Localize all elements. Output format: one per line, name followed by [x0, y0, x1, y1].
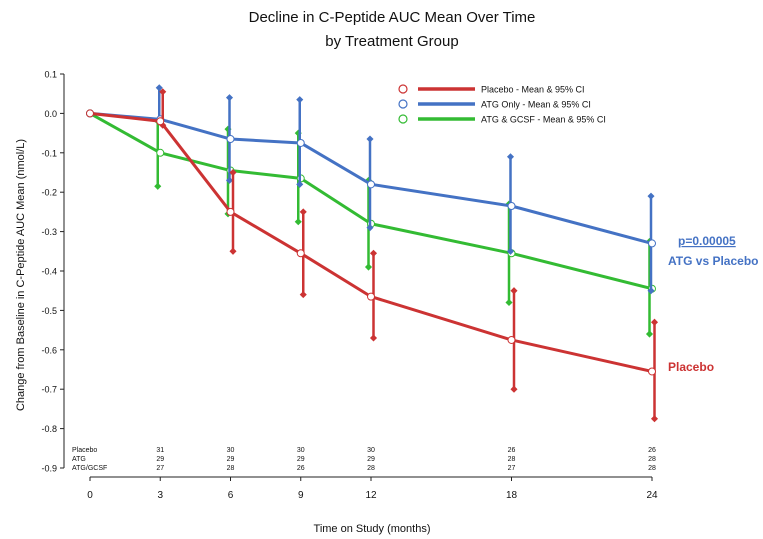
ci-upper-cap: [159, 88, 167, 96]
n-table-cell: 30: [227, 447, 235, 454]
legend-marker: [398, 99, 408, 109]
y-tick-label: -0.9: [41, 464, 57, 474]
legend-label: Placebo - Mean & 95% CI: [481, 85, 585, 95]
legend-label: ATG & GCSF - Mean & 95% CI: [481, 115, 606, 125]
legend-marker: [398, 84, 408, 94]
n-table-cell: 26: [297, 465, 305, 472]
y-tick-label: 0.1: [44, 70, 57, 80]
ci-lower-cap: [299, 291, 307, 299]
x-tick-label: 0: [87, 490, 93, 501]
ci-lower-cap: [505, 298, 513, 307]
data-point: [367, 180, 375, 189]
ci-lower-cap: [650, 415, 659, 423]
n-table-cell: 30: [297, 447, 305, 454]
ci-upper-cap: [647, 192, 655, 200]
x-axis-label: Time on Study (months): [314, 523, 431, 535]
annotation-comparison: ATG vs Placebo: [668, 254, 758, 268]
n-table-row-label: ATG/GCSF: [72, 465, 107, 472]
ci-lower-cap: [369, 334, 378, 342]
data-point: [367, 292, 375, 301]
ci-lower-cap: [229, 247, 237, 255]
x-tick-label: 6: [228, 490, 234, 501]
chart-subtitle: by Treatment Group: [325, 33, 458, 50]
n-table-cell: 29: [156, 456, 164, 463]
y-tick-label: -0.2: [41, 188, 57, 198]
ci-upper-cap: [506, 153, 515, 161]
n-table-cell: 27: [156, 465, 164, 472]
n-table-cell: 27: [508, 465, 516, 472]
n-table-cell: 28: [648, 465, 656, 472]
ci-lower-cap: [296, 180, 304, 188]
annotation-placebo: Placebo: [668, 360, 714, 374]
y-tick-label: -0.8: [41, 424, 57, 434]
y-tick-label: -0.5: [41, 306, 57, 316]
n-table-cell: 28: [367, 465, 375, 472]
data-point: [226, 207, 235, 216]
ci-lower-cap: [645, 330, 654, 338]
y-tick-label: -0.7: [41, 385, 57, 395]
data-point: [226, 135, 235, 144]
ci-upper-cap: [155, 84, 163, 92]
data-point: [156, 148, 165, 157]
data-point: [648, 239, 656, 248]
data-point: [86, 109, 94, 118]
ci-upper-cap: [366, 135, 374, 143]
x-tick-label: 12: [365, 490, 377, 501]
chart-title: Decline in C-Peptide AUC Mean Over Time: [249, 9, 536, 26]
n-table-cell: 30: [367, 447, 375, 454]
n-table-cell: 28: [508, 456, 516, 463]
x-tick-label: 9: [298, 490, 304, 501]
ci-upper-cap: [225, 94, 234, 102]
ci-upper-cap: [299, 208, 307, 216]
ci-upper-cap: [650, 318, 659, 326]
n-table-row-label: ATG: [72, 456, 86, 463]
ci-lower-cap: [154, 182, 162, 190]
y-axis-label: Change from Baseline in C-Peptide AUC Me…: [15, 139, 27, 411]
ci-upper-cap: [369, 249, 378, 257]
n-table-cell: 28: [227, 465, 235, 472]
data-point: [296, 138, 305, 147]
x-tick-label: 18: [506, 490, 518, 501]
data-point: [507, 201, 516, 210]
n-table-row-label: Placebo: [72, 447, 97, 454]
n-table-cell: 29: [367, 456, 375, 463]
data-point: [296, 249, 305, 258]
ci-lower-cap: [366, 224, 374, 232]
annotation-pvalue: p=0.00005: [678, 234, 736, 248]
n-table-cell: 26: [508, 447, 516, 454]
n-table-cell: 29: [227, 456, 235, 463]
data-point: [507, 335, 516, 344]
data-point: [156, 117, 165, 126]
ci-lower-cap: [225, 176, 234, 184]
y-tick-label: -0.6: [41, 345, 57, 355]
legend-label: ATG Only - Mean & 95% CI: [481, 100, 591, 110]
x-tick-label: 24: [646, 490, 658, 501]
n-table-cell: 28: [648, 456, 656, 463]
ci-upper-cap: [229, 168, 237, 177]
y-tick-label: -0.1: [41, 148, 57, 158]
n-table-cell: 26: [648, 447, 656, 454]
data-point: [648, 367, 656, 376]
ci-lower-cap: [294, 218, 302, 226]
x-tick-label: 3: [157, 490, 163, 501]
y-tick-label: -0.3: [41, 227, 57, 237]
legend-marker: [398, 114, 408, 124]
n-table-cell: 31: [156, 447, 164, 454]
n-table-cell: 29: [297, 456, 305, 463]
y-tick-label: -0.4: [41, 267, 57, 277]
y-tick-label: 0.0: [44, 109, 57, 119]
ci-upper-cap: [296, 96, 304, 104]
ci-lower-cap: [364, 263, 373, 271]
ci-upper-cap: [510, 287, 518, 295]
ci-lower-cap: [506, 247, 515, 255]
ci-lower-cap: [647, 287, 655, 295]
ci-lower-cap: [510, 385, 518, 393]
plot-area: 0.1 0.0 -0.1 -0.2 -0.3 -0.4 -0.5 -0.6 -0.7 -0.8 -0…: [41, 70, 758, 502]
